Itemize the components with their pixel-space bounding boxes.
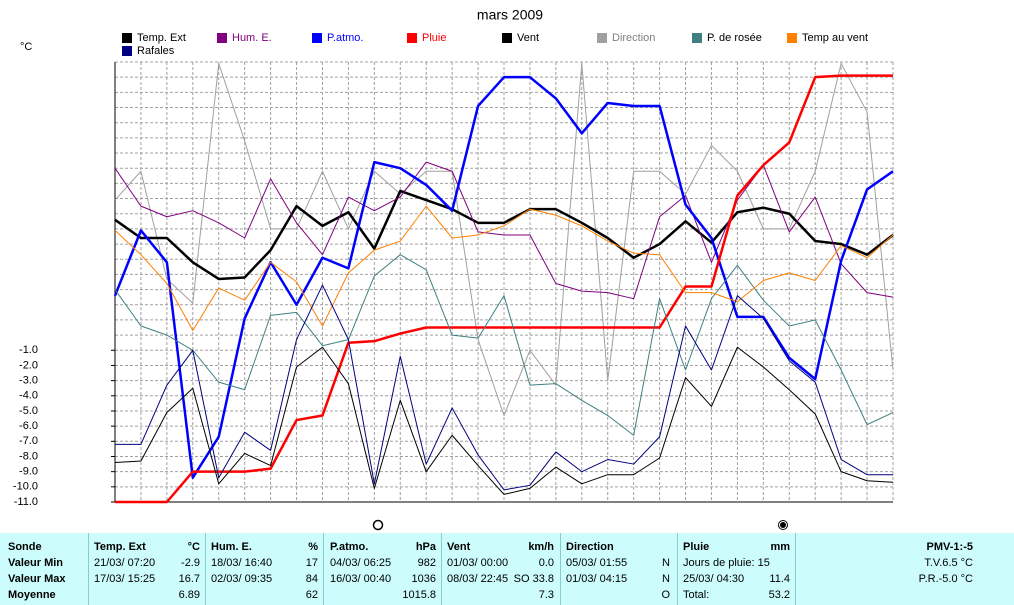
y-tick-label: -7.0 <box>19 435 38 447</box>
row-label: Valeur Max <box>8 573 66 585</box>
cell-date: 05/03/ 01:55 <box>566 557 628 569</box>
cell-date: Total: <box>683 589 710 601</box>
cell-value: 6.89 <box>178 589 200 601</box>
cell-date: 25/03/ 04:30 <box>683 573 745 585</box>
cell-date: 16/03/ 00:40 <box>330 573 392 585</box>
series-line <box>115 74 893 504</box>
cell-value: 84 <box>305 573 318 585</box>
legend-swatch <box>502 33 512 43</box>
cell-value: 1015.8 <box>402 589 436 601</box>
column-unit: hPa <box>415 541 436 553</box>
series-line <box>114 254 894 436</box>
cell-value: N <box>662 557 670 569</box>
y-tick-label: -4.0 <box>19 390 38 402</box>
summary-line: PMV-1:-5 <box>926 541 973 553</box>
cell-value: N <box>662 573 670 585</box>
y-tick-label: -1.0 <box>19 344 38 356</box>
column-separator <box>88 533 89 605</box>
legend-label: Hum. E. <box>232 32 272 44</box>
cell-date: 01/03/ 00:00 <box>447 557 509 569</box>
cell-value: 16.7 <box>178 573 200 585</box>
legend-swatch <box>787 33 797 43</box>
series-line <box>114 346 894 495</box>
legend-label: Rafales <box>137 45 175 57</box>
column-unit: km/h <box>528 541 554 553</box>
column-unit: mm <box>770 541 790 553</box>
column-separator <box>441 533 442 605</box>
legend-swatch <box>122 46 132 56</box>
chart-title: mars 2009 <box>477 7 543 23</box>
cell-date: 17/03/ 15:25 <box>94 573 156 585</box>
row-label: Sonde <box>8 541 42 553</box>
cell-date: 18/03/ 16:40 <box>211 557 273 569</box>
y-tick-label: -3.0 <box>19 375 38 387</box>
column-header: Vent <box>447 541 471 553</box>
cell-value: 7.3 <box>538 589 554 601</box>
y-tick-label: -9.0 <box>19 466 38 478</box>
legend-swatch <box>407 33 417 43</box>
column-separator <box>205 533 206 605</box>
legend-swatch <box>312 33 322 43</box>
cell-date: 21/03/ 07:20 <box>94 557 156 569</box>
legend-label: Pluie <box>422 32 446 44</box>
legend-swatch <box>217 33 227 43</box>
y-tick-label: -11.0 <box>14 496 38 508</box>
cell-value: 62 <box>305 589 318 601</box>
series-line <box>114 63 894 417</box>
row-label: Moyenne <box>8 589 56 601</box>
series-line <box>113 75 894 479</box>
y-tick-label: -2.0 <box>19 359 38 371</box>
series-line <box>115 284 893 491</box>
cell-value: 982 <box>417 557 436 569</box>
y-tick-label: -5.0 <box>19 405 38 417</box>
column-separator <box>560 533 561 605</box>
cell-date: 08/03/ 22:45 <box>447 573 509 585</box>
cell-value: 53.2 <box>768 589 790 601</box>
y-tick-label: -10.0 <box>13 481 38 493</box>
cell-value: -2.9 <box>181 557 200 569</box>
series-line <box>114 205 894 332</box>
column-header: Pluie <box>683 541 710 553</box>
legend-label: P. de rosée <box>707 32 762 44</box>
moon-icon <box>780 522 786 528</box>
stats-panel: Sonde Valeur Min Valeur Max Moyenne Temp. Ex… <box>0 533 1014 605</box>
cell-date: Jours de pluie: 15 <box>683 557 770 569</box>
column-header: P.atmo. <box>330 541 369 553</box>
column-header: Direction <box>566 541 614 553</box>
cell-value: 11.4 <box>769 573 790 585</box>
legend-swatch <box>692 33 702 43</box>
legend-label: Temp. Ext <box>137 32 186 44</box>
column-header: Hum. E. <box>211 541 252 553</box>
summary-line: T.V.6.5 °C <box>924 557 973 569</box>
legend-label: Temp au vent <box>802 32 868 44</box>
y-tick-label: -8.0 <box>19 450 38 462</box>
column-separator <box>677 533 678 605</box>
column-separator <box>323 533 324 605</box>
legend-label: Vent <box>517 32 539 44</box>
y-axis-label: °C <box>20 41 32 53</box>
cell-value: O <box>661 589 670 601</box>
column-unit: % <box>308 541 318 553</box>
cell-date: 01/03/ 04:15 <box>566 573 628 585</box>
column-header: Temp. Ext <box>94 541 146 553</box>
series-line <box>114 189 894 281</box>
cell-value: SO 33.8 <box>513 573 554 585</box>
moon-icon <box>372 519 384 531</box>
chart: mars 2009 °C -1.0 -2.0 -3.0 -4.0 -5.0 -6.0 -7.… <box>13 7 894 531</box>
cell-value: 0.0 <box>538 557 554 569</box>
column-separator <box>795 533 796 605</box>
y-tick-label: -6.0 <box>19 420 38 432</box>
cell-date: 04/03/ 06:25 <box>330 557 392 569</box>
legend-label: P.atmo. <box>327 32 364 44</box>
cell-date: 02/03/ 09:35 <box>211 573 273 585</box>
legend-swatch <box>597 33 607 43</box>
summary-line: P.R.-5.0 °C <box>918 573 973 585</box>
column-unit: °C <box>187 541 200 553</box>
cell-value: 17 <box>305 557 318 569</box>
cell-value: 1036 <box>411 573 436 585</box>
legend-label: Direction <box>612 32 655 44</box>
legend-swatch <box>122 33 132 43</box>
row-label: Valeur Min <box>8 557 64 569</box>
